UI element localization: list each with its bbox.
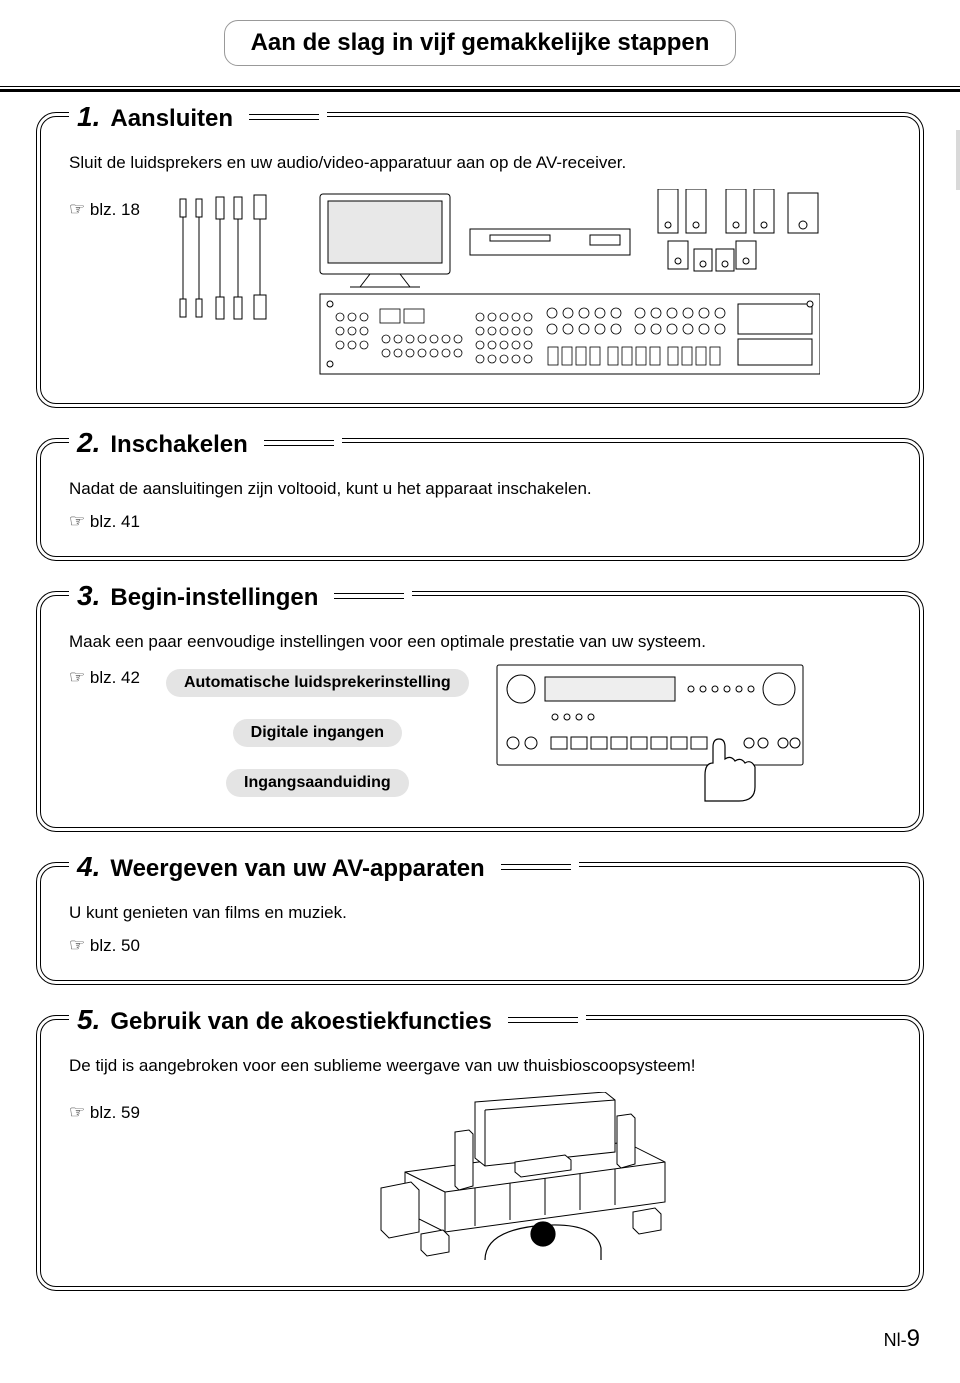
step-5-illustration <box>365 1092 705 1262</box>
step-4-number: 4. <box>77 851 100 883</box>
step-4-ref-text: blz. 50 <box>90 936 140 955</box>
step-3-heading: 3. Begin-instellingen <box>69 580 412 612</box>
step-3-pills: Automatische luidsprekerinstelling Digit… <box>166 663 469 803</box>
step-2-heading: 2. Inschakelen <box>69 427 342 459</box>
step-4-heading: 4. Weergeven van uw AV-apparaten <box>69 851 579 883</box>
footer-prefix: Nl- <box>884 1330 907 1350</box>
step-3-ref-text: blz. 42 <box>90 668 140 687</box>
step-5-body: De tijd is aangebroken voor een sublieme… <box>69 1054 891 1078</box>
step-1-title: Aansluiten <box>110 105 233 133</box>
pill-input-indication: Ingangsaanduiding <box>226 769 409 797</box>
step-5-title: Gebruik van de akoestiekfuncties <box>110 1008 491 1036</box>
step-2-title: Inschakelen <box>110 431 247 459</box>
step-4-body: U kunt genieten van films en muziek. <box>69 901 891 925</box>
step-2-number: 2. <box>77 427 100 459</box>
page-title-wrap: Aan de slag in vijf gemakkelijke stappen <box>30 20 930 66</box>
step-2-ref-text: blz. 41 <box>90 512 140 531</box>
step-1-illustration <box>170 189 820 379</box>
step-5-heading: 5. Gebruik van de akoestiekfuncties <box>69 1004 586 1036</box>
pill-digital-inputs: Digitale ingangen <box>233 719 402 747</box>
top-divider <box>0 86 960 92</box>
pill-auto-speaker: Automatische luidsprekerinstelling <box>166 669 469 697</box>
step-3-illustration <box>495 663 805 803</box>
step-5-ref-text: blz. 59 <box>90 1103 140 1122</box>
step-5: 5. Gebruik van de akoestiekfuncties De t… <box>40 1019 920 1287</box>
step-1-number: 1. <box>77 101 100 133</box>
step-4: 4. Weergeven van uw AV-apparaten U kunt … <box>40 866 920 981</box>
page-title: Aan de slag in vijf gemakkelijke stappen <box>224 20 737 66</box>
step-2-ref: ☞ blz. 41 <box>69 511 891 532</box>
page-footer: Nl-9 <box>30 1325 930 1353</box>
step-1-body: Sluit de luidsprekers en uw audio/video-… <box>69 151 891 175</box>
step-2: 2. Inschakelen Nadat de aansluitingen zi… <box>40 442 920 557</box>
pointer-icon: ☞ <box>69 199 85 219</box>
step-4-title: Weergeven van uw AV-apparaten <box>110 855 484 883</box>
step-3-ref: ☞ blz. 42 <box>69 667 140 688</box>
step-4-ref: ☞ blz. 50 <box>69 935 891 956</box>
pointer-icon: ☞ <box>69 935 85 955</box>
step-3: 3. Begin-instellingen Maak een paar eenv… <box>40 595 920 829</box>
step-1-heading: 1. Aansluiten <box>69 101 327 133</box>
pointer-icon: ☞ <box>69 667 85 687</box>
side-tab <box>956 130 960 190</box>
step-1-ref: ☞ blz. 18 <box>69 199 140 220</box>
step-3-title: Begin-instellingen <box>110 584 318 612</box>
step-3-body: Maak een paar eenvoudige instellingen vo… <box>69 630 891 654</box>
step-1-ref-text: blz. 18 <box>90 200 140 219</box>
step-3-number: 3. <box>77 580 100 612</box>
step-1: 1. Aansluiten Sluit de luidsprekers en u… <box>40 116 920 404</box>
step-2-body: Nadat de aansluitingen zijn voltooid, ku… <box>69 477 891 501</box>
footer-page-number: 9 <box>907 1325 920 1352</box>
step-5-ref: ☞ blz. 59 <box>69 1102 140 1123</box>
pointer-icon: ☞ <box>69 1102 85 1122</box>
step-5-number: 5. <box>77 1004 100 1036</box>
pointer-icon: ☞ <box>69 511 85 531</box>
